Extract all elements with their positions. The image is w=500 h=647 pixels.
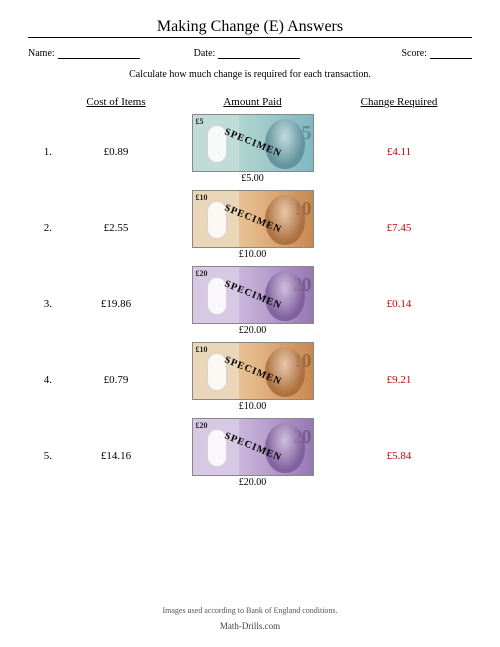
cost-value: £0.79 (66, 374, 166, 386)
change-value: £9.21 (339, 374, 459, 386)
banknote-image: £2020SPECIMEN (192, 418, 314, 476)
paid-value: £10.00 (180, 249, 325, 260)
banknote-small-denom: £5 (196, 117, 204, 126)
cost-value: £2.55 (66, 222, 166, 234)
date-blank[interactable] (218, 48, 300, 59)
paid-cell: £1010SPECIMEN£10.00 (180, 342, 325, 418)
worksheet-page: Making Change (E) Answers Name: Date: Sc… (0, 0, 500, 647)
banknote-window (207, 277, 227, 315)
table-row: 3. £19.86 £2020SPECIMEN£20.00 £0.14 (28, 266, 472, 342)
table-row: 2. £2.55 £1010SPECIMEN£10.00 £7.45 (28, 190, 472, 266)
name-blank[interactable] (58, 48, 140, 59)
row-number: 4. (28, 374, 52, 386)
change-value: £7.45 (339, 222, 459, 234)
banknote-left: £5 (193, 115, 239, 171)
banknote-left: £20 (193, 419, 239, 475)
table-row: 1. £0.89 £55SPECIMEN£5.00 £4.11 (28, 114, 472, 190)
banknote-image: £1010SPECIMEN (192, 342, 314, 400)
paid-value: £10.00 (180, 401, 325, 412)
header-change: Change Required (339, 96, 459, 114)
banknote-window (207, 429, 227, 467)
score-blank[interactable] (430, 48, 472, 59)
change-value: £5.84 (339, 450, 459, 462)
paid-cell: £2020SPECIMEN£20.00 (180, 418, 325, 494)
banknote-window (207, 125, 227, 163)
cost-value: £14.16 (66, 450, 166, 462)
banknote-small-denom: £20 (196, 269, 208, 278)
banknote-small-denom: £10 (196, 345, 208, 354)
table-row: 5. £14.16 £2020SPECIMEN£20.00 £5.84 (28, 418, 472, 494)
cost-value: £0.89 (66, 146, 166, 158)
score-label: Score: (401, 48, 427, 59)
banknote-image: £55SPECIMEN (192, 114, 314, 172)
paid-cell: £55SPECIMEN£5.00 (180, 114, 325, 190)
name-label: Name: (28, 48, 55, 59)
table-row: 4. £0.79 £1010SPECIMEN£10.00 £9.21 (28, 342, 472, 418)
footer-site: Math-Drills.com (0, 621, 500, 631)
paid-value: £20.00 (180, 477, 325, 488)
meta-date: Date: (194, 48, 301, 59)
banknote-left: £10 (193, 191, 239, 247)
banknote-left: £20 (193, 267, 239, 323)
banknote-small-denom: £10 (196, 193, 208, 202)
footer-note: Images used according to Bank of England… (0, 606, 500, 615)
banknote-left: £10 (193, 343, 239, 399)
header-paid: Amount Paid (180, 96, 325, 114)
banknote-image: £2020SPECIMEN (192, 266, 314, 324)
rows-container: 1. £0.89 £55SPECIMEN£5.00 £4.11 2. £2.55 £1010… (28, 114, 472, 494)
title-rule (28, 37, 472, 38)
row-number: 5. (28, 450, 52, 462)
date-label: Date: (194, 48, 216, 59)
header-cost: Cost of Items (66, 96, 166, 114)
instruction: Calculate how much change is required fo… (28, 69, 472, 80)
worksheet-grid: Cost of Items Amount Paid Change Require… (28, 96, 472, 114)
paid-cell: £1010SPECIMEN£10.00 (180, 190, 325, 266)
paid-value: £20.00 (180, 325, 325, 336)
meta-name: Name: (28, 48, 140, 59)
paid-value: £5.00 (180, 173, 325, 184)
cost-value: £19.86 (66, 298, 166, 310)
change-value: £4.11 (339, 146, 459, 158)
banknote-window (207, 353, 227, 391)
change-value: £0.14 (339, 298, 459, 310)
row-number: 3. (28, 298, 52, 310)
meta-row: Name: Date: Score: (28, 48, 472, 59)
banknote-small-denom: £20 (196, 421, 208, 430)
banknote-image: £1010SPECIMEN (192, 190, 314, 248)
paid-cell: £2020SPECIMEN£20.00 (180, 266, 325, 342)
row-number: 2. (28, 222, 52, 234)
row-number: 1. (28, 146, 52, 158)
meta-score: Score: (401, 48, 472, 59)
page-title: Making Change (E) Answers (28, 18, 472, 36)
banknote-window (207, 201, 227, 239)
